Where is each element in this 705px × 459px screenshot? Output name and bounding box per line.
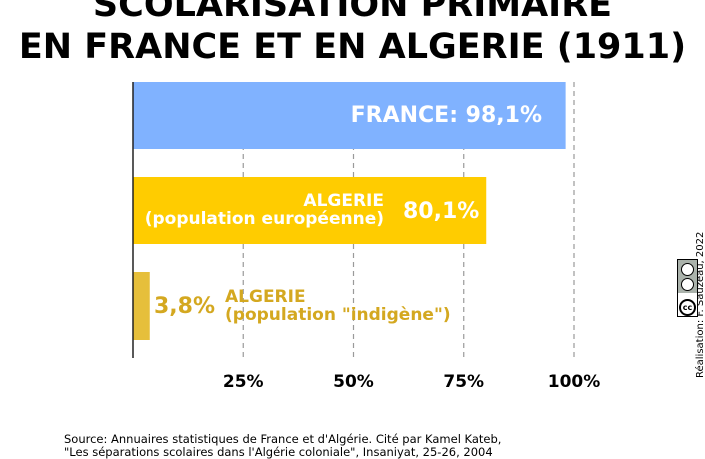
- bar-2-label-line-1: ALGERIE: [303, 191, 384, 211]
- chart-title-line-1: SCOLARISATION PRIMAIRE: [92, 0, 613, 25]
- x-tick-label-25: 25%: [223, 372, 264, 392]
- source-line-1: Source: Annuaires statistiques de France…: [64, 432, 502, 446]
- x-tick-label-50: 50%: [333, 372, 374, 392]
- x-tick-label-100: 100%: [548, 372, 601, 392]
- bar-3-value-label: 3,8%: [154, 294, 215, 319]
- bar-2-label-line-2: (population européenne): [145, 209, 384, 229]
- chart-title-line-2: EN FRANCE ET EN ALGERIE (1911): [18, 27, 687, 67]
- by-icon: [681, 263, 694, 276]
- bar-1: [133, 82, 566, 149]
- bar-2-value-label: 80,1%: [403, 199, 479, 224]
- bar-3-label-line-2: (population "indigène"): [225, 305, 451, 325]
- nc-icon: [681, 278, 694, 291]
- x-tick-label-75: 75%: [443, 372, 484, 392]
- license-badge: cc: [677, 259, 698, 317]
- bar-3-label-line-1: ALGERIE: [225, 287, 306, 307]
- source-line-2: "Les séparations scolaires dans l'Algéri…: [64, 445, 493, 459]
- bar-2: [133, 177, 487, 244]
- source-note: Source: Annuaires statistiques de France…: [64, 433, 501, 459]
- creative-commons-icon: cc: [679, 299, 696, 316]
- bar-3: [133, 272, 150, 340]
- bar-1-label: FRANCE: 98,1%: [351, 103, 542, 128]
